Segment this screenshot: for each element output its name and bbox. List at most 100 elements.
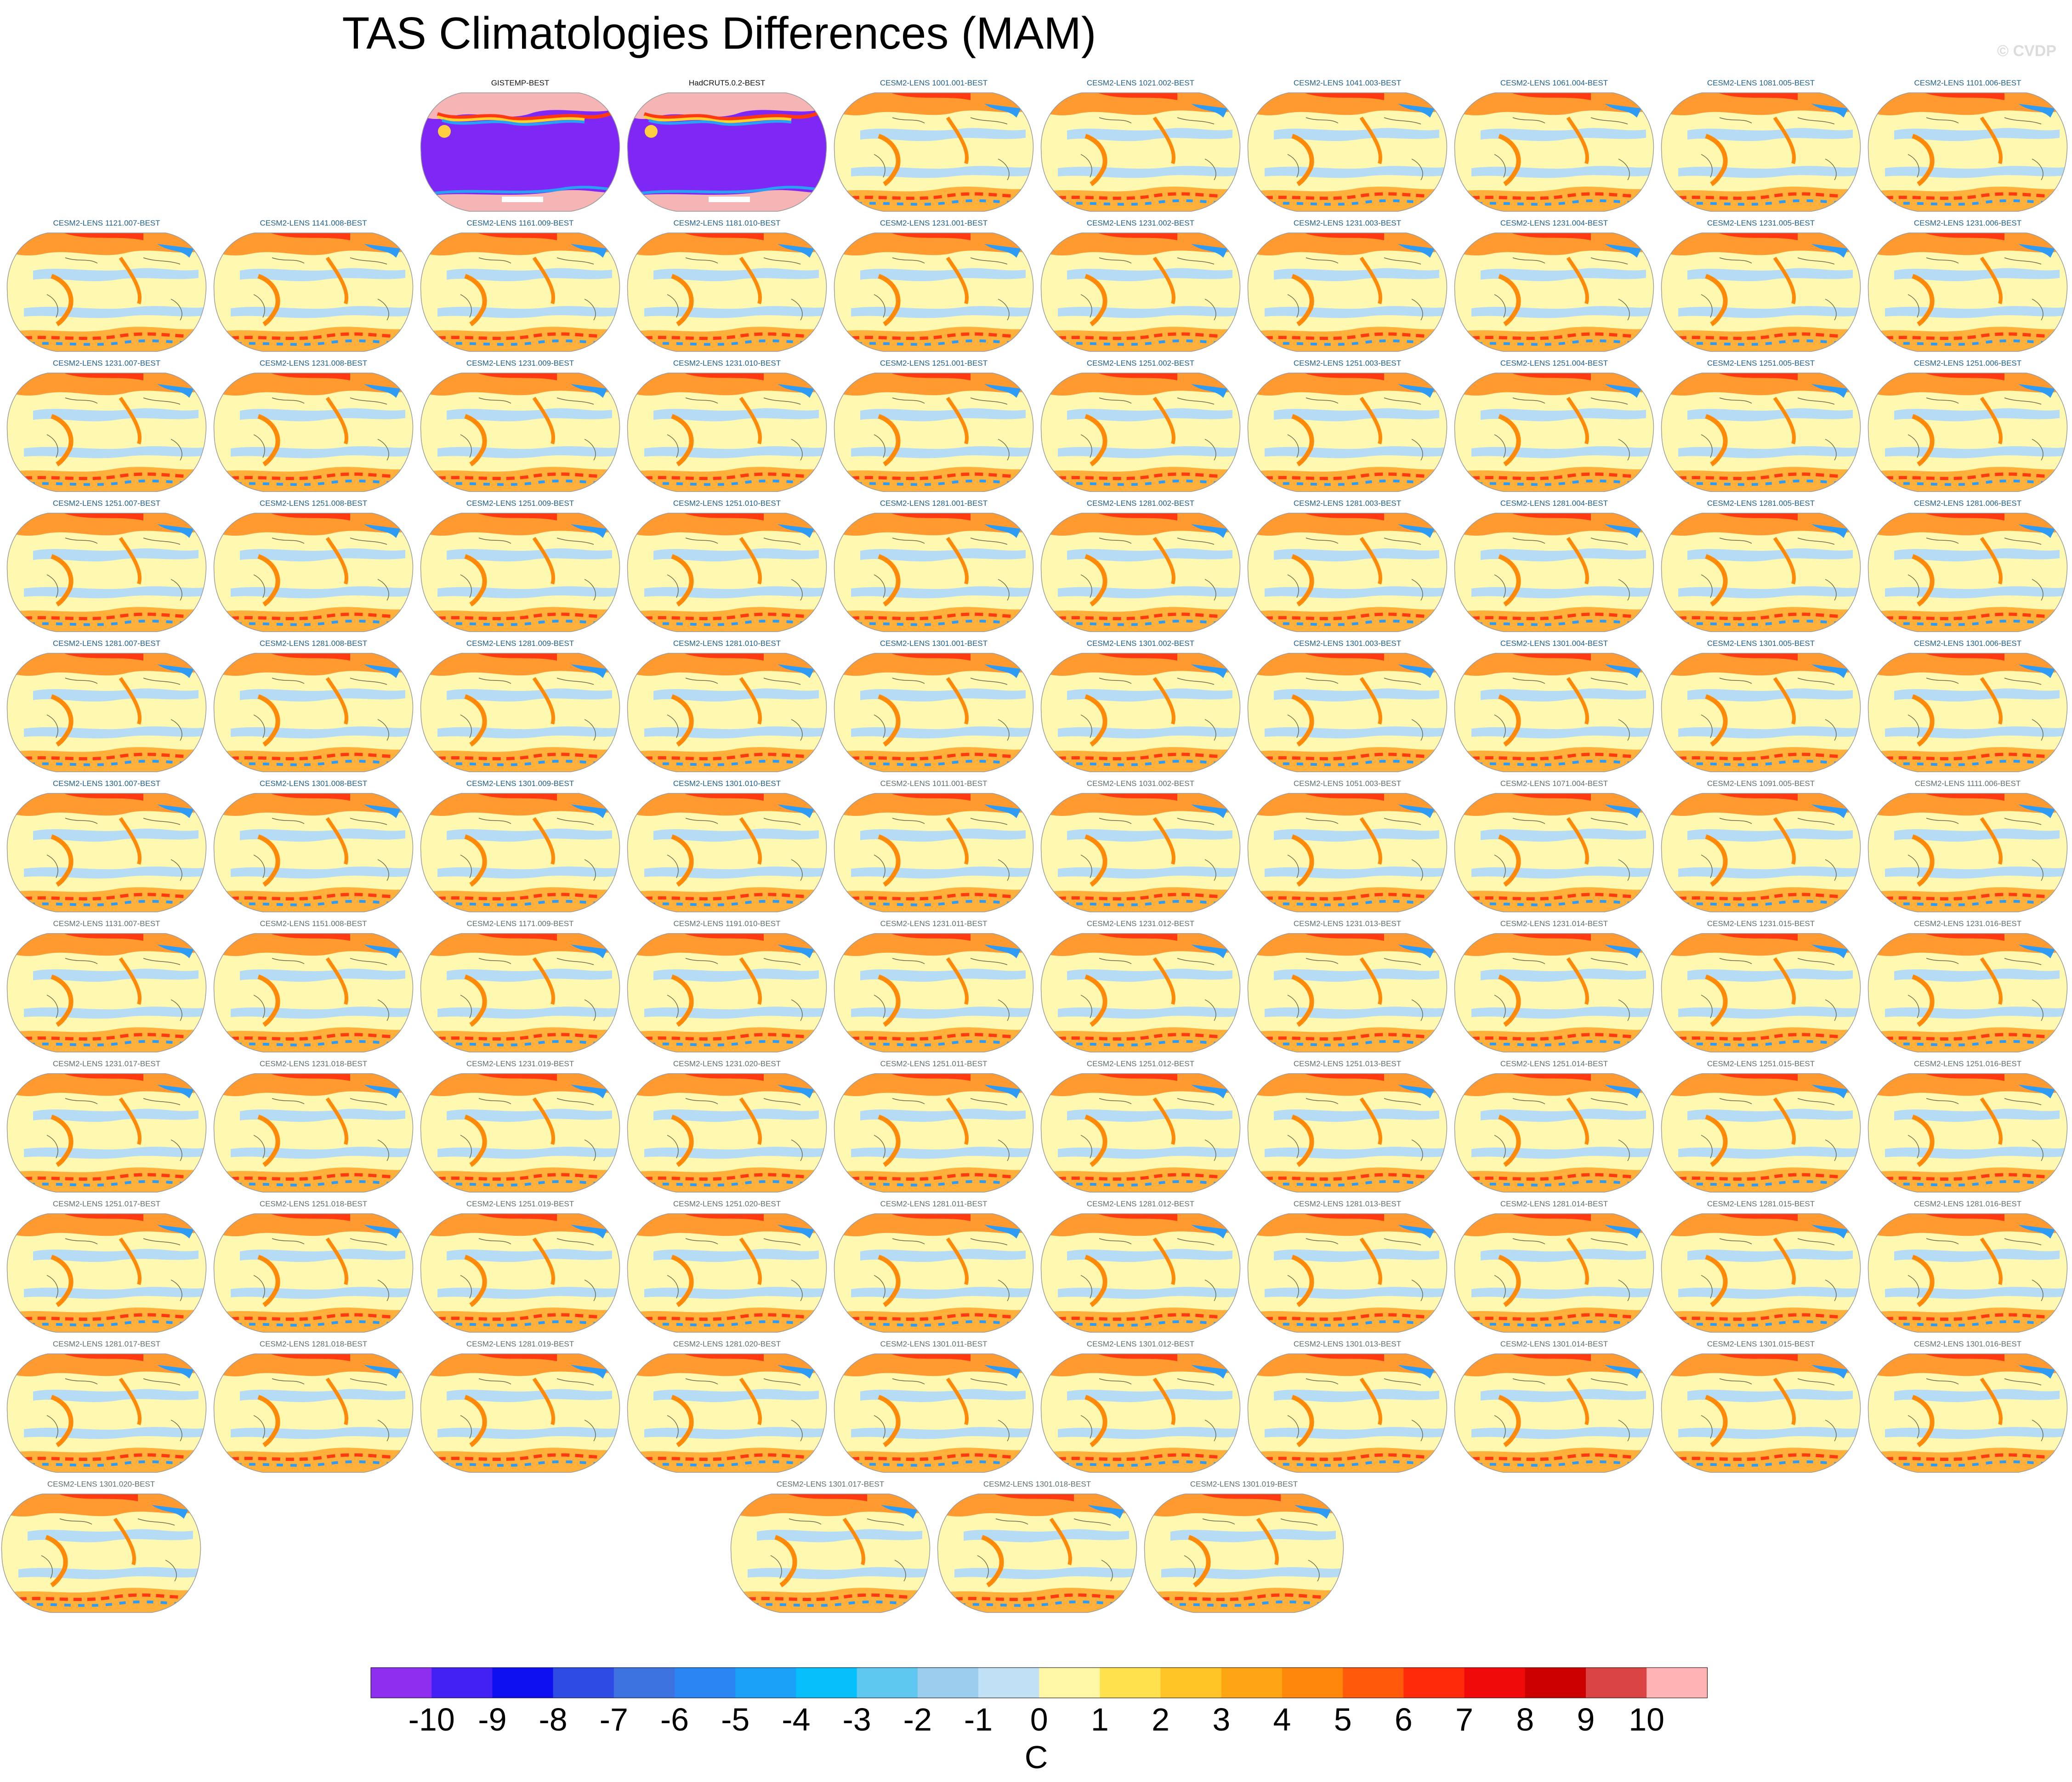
map-panel: CESM2-LENS 1151.008-BEST [212, 919, 414, 1057]
map-panel: CESM2-LENS 1141.008-BEST [212, 218, 414, 356]
panel-title: CESM2-LENS 1281.007-BEST [52, 639, 161, 648]
panel-title: CESM2-LENS 1231.001-BEST [880, 219, 988, 227]
colorbar-swatch [1100, 1668, 1161, 1698]
map-panel: CESM2-LENS 1251.013-BEST [1246, 1059, 1448, 1197]
panel-title: CESM2-LENS 1231.009-BEST [466, 359, 574, 368]
map-heatmap [6, 232, 207, 352]
map-panel: CESM2-LENS 1001.001-BEST [833, 78, 1035, 216]
panel-title: CESM2-LENS 1281.011-BEST [880, 1199, 988, 1208]
map-heatmap [420, 933, 620, 1052]
panel-title: CESM2-LENS 1251.007-BEST [52, 499, 161, 508]
map-heatmap [1040, 513, 1241, 632]
colorbar-tick-label: -2 [903, 1702, 932, 1737]
colorbar-swatch [675, 1668, 736, 1698]
map-panel: CESM2-LENS 1251.007-BEST [6, 498, 208, 636]
colorbar-tick-label: -4 [782, 1702, 811, 1737]
map-heatmap [730, 1493, 931, 1613]
panel-title: CESM2-LENS 1231.003-BEST [1293, 219, 1402, 227]
panel-title: CESM2-LENS 1231.019-BEST [466, 1059, 574, 1068]
map-heatmap [834, 1073, 1034, 1193]
map-heatmap [1247, 933, 1448, 1052]
map-heatmap [834, 793, 1034, 912]
colorbar-swatch [978, 1668, 1039, 1698]
map-panel: CESM2-LENS 1301.014-BEST [1453, 1339, 1655, 1477]
map-panel: HadCRUT5.0.2-BEST [626, 78, 828, 216]
map-panel: CESM2-LENS 1021.002-BEST [1039, 78, 1242, 216]
map-panel: CESM2-LENS 1251.005-BEST [1660, 358, 1862, 496]
watermark: © CVDP [1997, 42, 2056, 60]
colorbar-swatch [917, 1668, 979, 1698]
map-heatmap [1661, 1353, 1861, 1473]
map-panel: CESM2-LENS 1281.011-BEST [833, 1199, 1035, 1337]
figure-title: TAS Climatologies Differences (MAM) [342, 8, 1096, 58]
panel-title: CESM2-LENS 1281.018-BEST [259, 1340, 368, 1348]
panel-grid: GISTEMP-BEST HadCRUT5.0.2-BEST CESM2-LENS … [1, 78, 2069, 1617]
panel-title: CESM2-LENS 1151.008-BEST [260, 919, 367, 928]
map-heatmap [213, 793, 414, 912]
map-heatmap [1868, 653, 2068, 772]
panel-title: CESM2-LENS 1031.002-BEST [1086, 779, 1195, 788]
map-panel: CESM2-LENS 1231.002-BEST [1039, 218, 1242, 356]
panel-title: CESM2-LENS 1251.019-BEST [466, 1199, 574, 1208]
map-panel: CESM2-LENS 1251.020-BEST [626, 1199, 828, 1337]
map-panel: CESM2-LENS 1231.006-BEST [1867, 218, 2069, 356]
map-panel: CESM2-LENS 1061.004-BEST [1453, 78, 1655, 216]
panel-title: CESM2-LENS 1281.015-BEST [1707, 1199, 1815, 1208]
map-panel: CESM2-LENS 1301.005-BEST [1660, 639, 1862, 776]
map-heatmap [1454, 1213, 1654, 1333]
map-panel: CESM2-LENS 1281.007-BEST [6, 639, 208, 776]
panel-title: CESM2-LENS 1301.015-BEST [1707, 1340, 1815, 1348]
map-heatmap [420, 92, 620, 212]
map-heatmap [627, 933, 827, 1052]
panel-title: CESM2-LENS 1281.001-BEST [880, 499, 988, 508]
panel-title: CESM2-LENS 1081.005-BEST [1707, 79, 1815, 87]
panel-title: CESM2-LENS 1301.003-BEST [1293, 639, 1402, 648]
map-panel: CESM2-LENS 1251.015-BEST [1660, 1059, 1862, 1197]
panel-title: CESM2-LENS 1181.010-BEST [673, 219, 781, 227]
map-panel: CESM2-LENS 1091.005-BEST [1660, 779, 1862, 916]
map-heatmap [1247, 653, 1448, 772]
map-panel: CESM2-LENS 1251.010-BEST [626, 498, 828, 636]
panel-title: CESM2-LENS 1301.012-BEST [1086, 1340, 1195, 1348]
colorbar-frame [370, 1667, 1708, 1698]
colorbar-tick-label: -8 [539, 1702, 568, 1737]
map-heatmap [1868, 1353, 2068, 1473]
map-panel: CESM2-LENS 1251.003-BEST [1246, 358, 1448, 496]
panel-title: CESM2-LENS 1061.004-BEST [1500, 79, 1608, 87]
map-heatmap [1661, 232, 1861, 352]
colorbar-tick-label: 2 [1152, 1702, 1170, 1737]
map-panel: CESM2-LENS 1281.003-BEST [1246, 498, 1448, 636]
colorbar-swatch [371, 1668, 432, 1698]
map-panel: CESM2-LENS 1281.006-BEST [1867, 498, 2069, 636]
map-panel: CESM2-LENS 1231.013-BEST [1246, 919, 1448, 1057]
map-heatmap [1454, 793, 1654, 912]
map-heatmap [1661, 373, 1861, 492]
map-panel: CESM2-LENS 1281.009-BEST [419, 639, 621, 776]
map-heatmap [1454, 373, 1654, 492]
map-heatmap [213, 513, 414, 632]
colorbar-tick-label: -5 [721, 1702, 750, 1737]
panel-title: CESM2-LENS 1281.008-BEST [259, 639, 368, 648]
map-panel: CESM2-LENS 1081.005-BEST [1660, 78, 1862, 216]
panel-title: CESM2-LENS 1001.001-BEST [880, 79, 988, 87]
map-heatmap [937, 1493, 1137, 1613]
map-heatmap [1247, 513, 1448, 632]
panel-title: CESM2-LENS 1251.005-BEST [1707, 359, 1815, 368]
map-panel: CESM2-LENS 1301.019-BEST [1143, 1479, 1345, 1617]
colorbar-tick-label: 0 [1030, 1702, 1048, 1737]
map-heatmap [834, 933, 1034, 1052]
map-panel: CESM2-LENS 1231.016-BEST [1867, 919, 2069, 1057]
map-panel: CESM2-LENS 1251.008-BEST [212, 498, 414, 636]
map-heatmap [1661, 793, 1861, 912]
map-heatmap [627, 92, 827, 212]
map-heatmap [1040, 92, 1241, 212]
map-panel: CESM2-LENS 1231.010-BEST [626, 358, 828, 496]
panel-title: CESM2-LENS 1231.018-BEST [259, 1059, 368, 1068]
colorbar-swatch [1221, 1668, 1283, 1698]
map-heatmap [1661, 933, 1861, 1052]
panel-title: CESM2-LENS 1231.017-BEST [52, 1059, 161, 1068]
panel-title: CESM2-LENS 1251.002-BEST [1086, 359, 1195, 368]
map-heatmap [420, 793, 620, 912]
panel-title: CESM2-LENS 1301.005-BEST [1707, 639, 1815, 648]
panel-title: CESM2-LENS 1301.007-BEST [52, 779, 161, 788]
